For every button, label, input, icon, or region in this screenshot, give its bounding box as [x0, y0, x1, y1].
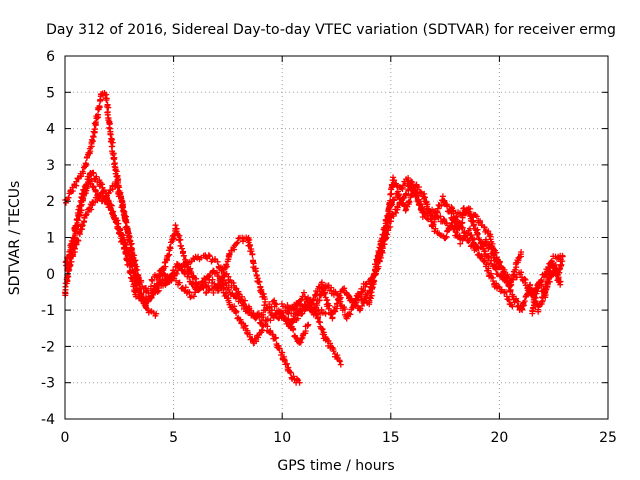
grid	[65, 56, 608, 419]
y-tick-label: 2	[46, 194, 55, 210]
data-series-track-5	[148, 260, 312, 346]
y-tick-label: -4	[41, 412, 55, 428]
ticks: 0 5 10 15 20 25 -4 -3 -2 -1 0 1 2 3 4 5 6	[41, 49, 617, 446]
data-series-track-9	[448, 204, 564, 315]
y-tick-label: 3	[46, 158, 55, 174]
y-tick-label: -2	[41, 339, 55, 355]
x-tick-label: 20	[490, 430, 508, 446]
y-axis-label: SDTVAR / TECUs	[7, 181, 23, 296]
y-tick-label: 6	[46, 49, 55, 65]
data-series-track-10	[529, 252, 566, 317]
y-tick-label: 1	[46, 231, 55, 247]
x-tick-label: 0	[61, 430, 70, 446]
y-tick-label: -3	[41, 376, 55, 392]
plot-frame	[64, 55, 609, 420]
x-tick-label: 5	[169, 430, 178, 446]
series-layer	[62, 90, 566, 386]
x-tick-label: 10	[273, 430, 291, 446]
x-axis-label: GPS time / hours	[277, 458, 394, 474]
data-series-track-2	[62, 176, 303, 386]
data-series-track-7	[285, 184, 525, 327]
y-tick-label: 4	[46, 122, 55, 138]
chart-title: Day 312 of 2016, Sidereal Day-to-day VTE…	[46, 22, 616, 38]
x-tick-label: 15	[382, 430, 400, 446]
y-tick-label: 0	[46, 267, 55, 283]
y-tick-label: 5	[46, 85, 55, 101]
x-tick-label: 25	[599, 430, 617, 446]
y-tick-label: -1	[41, 303, 55, 319]
